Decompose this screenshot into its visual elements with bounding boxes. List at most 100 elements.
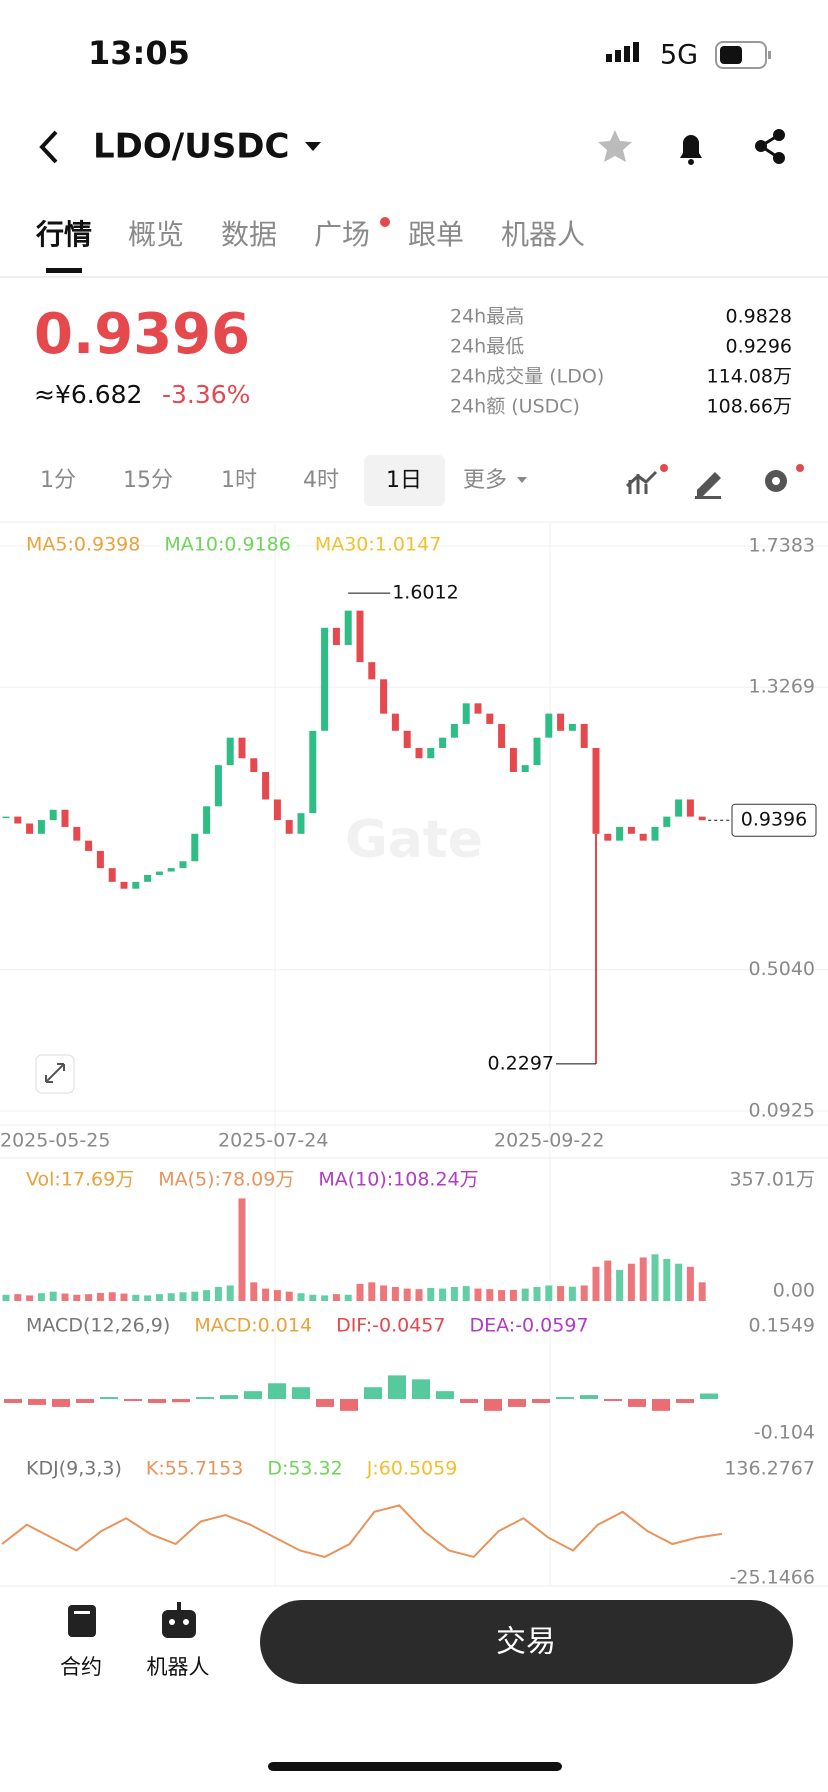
- candle: [214, 765, 222, 807]
- volume-bar: [498, 1290, 506, 1301]
- volume-bar: [14, 1294, 22, 1301]
- candle: [2, 816, 10, 819]
- volume-bar: [533, 1287, 541, 1301]
- candle: [356, 610, 364, 663]
- volume-bar: [403, 1288, 411, 1301]
- interval[interactable]: 15分: [123, 468, 173, 493]
- volume-bar: [474, 1288, 482, 1301]
- interval[interactable]: 1日: [386, 468, 422, 493]
- settings-button[interactable]: [765, 464, 804, 492]
- stat-value: 114.08万: [707, 366, 792, 388]
- volume-bar: [262, 1288, 270, 1301]
- pair-dropdown[interactable]: [305, 142, 321, 151]
- legend-item: MACD:0.014: [194, 1315, 312, 1337]
- back-button[interactable]: [39, 130, 58, 164]
- candle: [73, 826, 81, 841]
- interval[interactable]: 4时: [303, 468, 339, 493]
- volume-bar: [592, 1266, 600, 1301]
- battery-icon: [715, 41, 771, 69]
- volume-bar: [344, 1294, 352, 1301]
- interval[interactable]: 更多: [463, 468, 507, 493]
- tab[interactable]: 广场: [314, 218, 370, 251]
- interval[interactable]: 1时: [221, 468, 257, 493]
- trade-button[interactable]: [260, 1600, 793, 1684]
- network: 5G: [660, 40, 698, 71]
- macd-bar: [364, 1387, 382, 1400]
- tab[interactable]: 行情: [35, 218, 92, 251]
- volume-bar: [61, 1293, 69, 1301]
- stat-value: 108.66万: [707, 396, 792, 418]
- candle: [580, 723, 588, 748]
- candle: [427, 747, 435, 759]
- tab[interactable]: 机器人: [501, 218, 585, 251]
- pair-title[interactable]: LDO/USDC: [93, 127, 289, 167]
- volume-bar: [427, 1287, 435, 1301]
- stat-label: 24h最高: [450, 306, 524, 328]
- legend-item: MA(10):108.24万: [318, 1169, 478, 1191]
- macd-bar: [76, 1399, 94, 1403]
- volume-bar: [285, 1291, 293, 1301]
- action-label[interactable]: 合约: [60, 1655, 102, 1679]
- share-button[interactable]: [755, 129, 785, 164]
- candle: [533, 737, 541, 766]
- macd-bar: [604, 1399, 622, 1401]
- candle: [297, 813, 305, 834]
- volume-bar: [85, 1294, 93, 1301]
- volume-bar: [686, 1266, 694, 1301]
- candle: [167, 868, 175, 872]
- volume-bar: [49, 1291, 57, 1301]
- macd-bar: [436, 1391, 454, 1400]
- legend-item: DIF:-0.0457: [336, 1315, 445, 1337]
- tab[interactable]: 跟单: [408, 218, 464, 251]
- candle: [651, 826, 659, 841]
- tab[interactable]: 概览: [128, 218, 184, 251]
- x-tick-label: 2025-07-24: [218, 1130, 328, 1152]
- macd-bar: [508, 1399, 526, 1407]
- candle: [26, 823, 34, 834]
- volume-bar: [651, 1254, 659, 1301]
- volume-bar: [580, 1285, 588, 1301]
- candle: [474, 703, 482, 714]
- macd-bar: [388, 1375, 406, 1400]
- candle: [262, 771, 270, 800]
- candle: [509, 747, 517, 772]
- contract-icon[interactable]: [68, 1605, 96, 1637]
- candle: [203, 806, 211, 834]
- candle: [179, 861, 187, 869]
- indicator-button[interactable]: [625, 464, 668, 494]
- candle: [285, 820, 293, 834]
- legend-item: MA30:1.0147: [315, 534, 441, 556]
- volume-bar: [368, 1282, 376, 1301]
- action-label[interactable]: 机器人: [147, 1655, 210, 1679]
- candle: [639, 833, 647, 841]
- macd-bar: [292, 1387, 310, 1400]
- y-tick-label: 0.00: [773, 1280, 815, 1302]
- macd-bar: [316, 1399, 334, 1407]
- alert-button[interactable]: [680, 135, 702, 165]
- volume-bar: [698, 1282, 706, 1301]
- candle: [85, 840, 93, 851]
- x-tick-label: 2025-09-22: [494, 1130, 604, 1152]
- candle: [155, 871, 163, 875]
- draw-button[interactable]: [695, 472, 721, 499]
- legend-item: DEA:-0.0597: [470, 1315, 589, 1337]
- tab-underline: [46, 268, 82, 273]
- legend-item: MACD(12,26,9): [26, 1315, 170, 1337]
- candle: [450, 723, 458, 738]
- macd-bar: [148, 1399, 166, 1403]
- favorite-button[interactable]: [598, 130, 632, 162]
- candle: [250, 758, 258, 772]
- more-dropdown[interactable]: [517, 477, 527, 483]
- volume-bar: [273, 1290, 281, 1301]
- robot-icon[interactable]: [162, 1602, 196, 1638]
- volume-bar: [26, 1295, 34, 1301]
- legend-item: MA10:0.9186: [164, 534, 290, 556]
- last-price: 0.9396: [34, 302, 250, 367]
- volume-bar: [155, 1294, 163, 1301]
- interval[interactable]: 1分: [40, 468, 76, 493]
- volume-bar: [73, 1294, 81, 1301]
- candle: [462, 703, 470, 724]
- high-label: 1.6012: [392, 582, 458, 604]
- candle: [380, 679, 388, 714]
- tab[interactable]: 数据: [221, 218, 277, 251]
